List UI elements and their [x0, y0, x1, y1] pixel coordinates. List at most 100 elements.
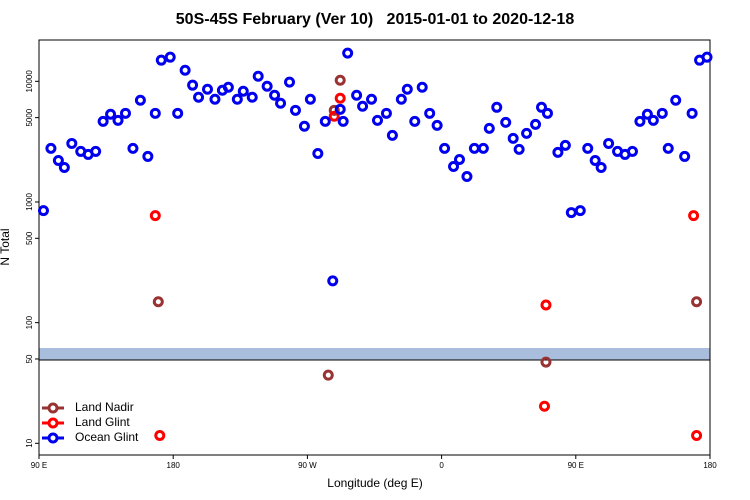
- point: [66, 137, 78, 149]
- point: [45, 142, 57, 154]
- point: [328, 104, 340, 116]
- x-tick-label: 90 E: [568, 461, 584, 470]
- point: [289, 104, 301, 116]
- point: [37, 205, 49, 217]
- point: [448, 161, 460, 173]
- legend-marker: [47, 417, 59, 429]
- point: [401, 83, 413, 95]
- point: [319, 115, 331, 127]
- point: [530, 118, 542, 130]
- point: [155, 54, 167, 66]
- point: [172, 107, 184, 119]
- point: [483, 122, 495, 134]
- y-tick-label: 500: [25, 231, 34, 245]
- point: [491, 101, 503, 113]
- point: [626, 145, 638, 157]
- point: [261, 80, 273, 92]
- point: [269, 89, 281, 101]
- point: [679, 150, 691, 162]
- point: [424, 107, 436, 119]
- x-tick-label: 90 E: [31, 461, 47, 470]
- point: [351, 89, 363, 101]
- point: [507, 132, 519, 144]
- point: [52, 154, 64, 166]
- point: [589, 154, 601, 166]
- x-tick-label: 90 W: [298, 461, 317, 470]
- point: [97, 115, 109, 127]
- y-axis-label: N Total: [0, 228, 12, 265]
- y-tick-label: 100: [25, 315, 34, 329]
- point: [334, 74, 346, 86]
- point: [112, 114, 124, 126]
- point: [582, 142, 594, 154]
- point: [312, 147, 324, 159]
- point: [154, 430, 166, 442]
- point: [357, 100, 369, 112]
- point: [58, 161, 70, 173]
- y-tick-label: 1000: [25, 193, 34, 211]
- point: [149, 107, 161, 119]
- shaded-band: [39, 348, 710, 360]
- legend-label: Ocean Glint: [75, 430, 139, 444]
- point: [222, 81, 234, 93]
- x-tick-label: 180: [703, 461, 717, 470]
- point: [500, 116, 512, 128]
- point: [337, 115, 349, 127]
- point: [409, 115, 421, 127]
- point: [334, 92, 346, 104]
- point: [237, 85, 249, 97]
- point: [334, 103, 346, 115]
- point: [193, 91, 205, 103]
- point: [105, 108, 117, 120]
- point: [647, 114, 659, 126]
- x-tick-label: 0: [439, 461, 444, 470]
- point: [603, 137, 615, 149]
- point: [521, 127, 533, 139]
- plot-frame: [38, 39, 711, 456]
- point: [513, 143, 525, 155]
- point: [541, 107, 553, 119]
- y-tick-label: 5000: [25, 108, 34, 126]
- point: [461, 171, 473, 183]
- point: [477, 142, 489, 154]
- point: [691, 296, 703, 308]
- point: [641, 108, 653, 120]
- point: [701, 51, 713, 63]
- point: [201, 83, 213, 95]
- point: [366, 93, 378, 105]
- x-tick-label: 180: [167, 461, 181, 470]
- legend-marker: [47, 402, 59, 414]
- point: [322, 369, 334, 381]
- point: [540, 299, 552, 311]
- legend-marker: [47, 432, 59, 444]
- point: [304, 93, 316, 105]
- x-axis-label: Longitude (deg E): [327, 476, 422, 490]
- point: [416, 81, 428, 93]
- point: [538, 400, 550, 412]
- point: [565, 207, 577, 219]
- point: [439, 142, 451, 154]
- point: [453, 153, 465, 165]
- point: [540, 356, 552, 368]
- point: [298, 120, 310, 132]
- point: [252, 70, 264, 82]
- point: [152, 296, 164, 308]
- point: [380, 107, 392, 119]
- point: [386, 129, 398, 141]
- point: [275, 97, 287, 109]
- point: [468, 142, 480, 154]
- point: [342, 47, 354, 59]
- point: [595, 161, 607, 173]
- point: [164, 51, 176, 63]
- point: [187, 79, 199, 91]
- point: [431, 119, 443, 131]
- point: [119, 107, 131, 119]
- point: [142, 150, 154, 162]
- point: [552, 146, 564, 158]
- point: [209, 93, 221, 105]
- point: [662, 142, 674, 154]
- point: [231, 93, 243, 105]
- point: [371, 114, 383, 126]
- legend-label: Land Nadir: [75, 400, 134, 414]
- point: [634, 115, 646, 127]
